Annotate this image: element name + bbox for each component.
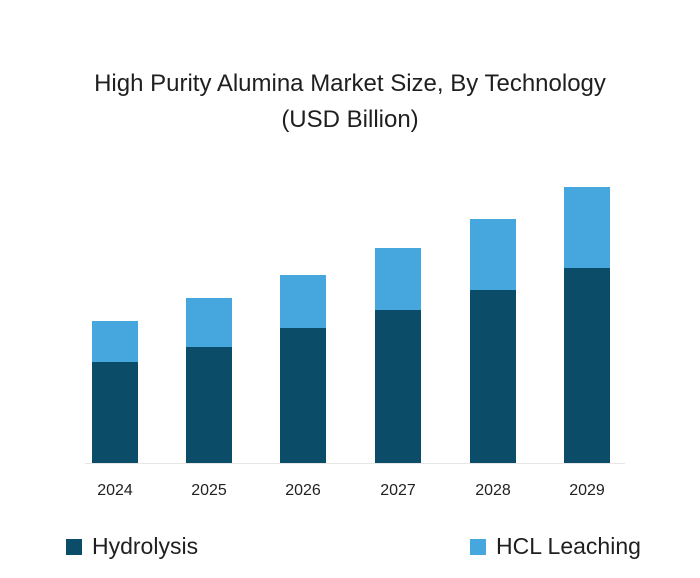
legend-swatch-hydrolysis	[66, 538, 82, 555]
bar-segment-hcl-leaching	[375, 248, 421, 310]
legend-item-hydrolysis: Hydrolysis	[66, 533, 198, 560]
bar-segment-hydrolysis	[280, 328, 326, 463]
bar-segment-hydrolysis	[92, 362, 138, 463]
bar-segment-hcl-leaching	[470, 219, 516, 290]
x-tick-label: 2027	[380, 482, 416, 499]
bar-segment-hydrolysis	[470, 290, 516, 463]
legend-label-hcl-leaching: HCL Leaching	[496, 533, 641, 559]
x-tick-label: 2028	[475, 482, 511, 499]
x-tick-label: 2026	[285, 482, 321, 499]
bar-segment-hcl-leaching	[92, 321, 138, 362]
x-tick-label: 2029	[569, 482, 605, 499]
legend-swatch-hcl-leaching	[470, 538, 486, 555]
bar-2024	[92, 321, 138, 463]
bar-2027	[375, 248, 421, 463]
bar-segment-hcl-leaching	[564, 187, 610, 268]
bar-segment-hydrolysis	[564, 268, 610, 463]
bar-2025	[186, 298, 232, 463]
bar-segment-hydrolysis	[375, 310, 421, 463]
bar-segment-hydrolysis	[186, 347, 232, 463]
legend-item-hcl-leaching: HCL Leaching	[470, 533, 641, 560]
bar-segment-hcl-leaching	[280, 275, 326, 328]
x-tick-label: 2024	[97, 482, 133, 499]
x-axis-baseline	[85, 463, 625, 464]
chart-title-line1: High Purity Alumina Market Size, By Tech…	[94, 70, 606, 97]
chart-title-line2: (USD Billion)	[281, 106, 419, 133]
chart-title: High Purity Alumina Market Size, By Tech…	[0, 66, 700, 138]
x-tick-label: 2025	[191, 482, 227, 499]
bar-2029	[564, 187, 610, 463]
legend-label-hydrolysis: Hydrolysis	[92, 533, 199, 559]
bar-2028	[470, 219, 516, 463]
bar-segment-hcl-leaching	[186, 298, 232, 347]
bar-2026	[280, 275, 326, 463]
